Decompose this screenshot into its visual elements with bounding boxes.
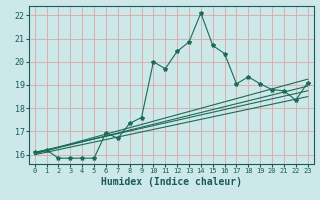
X-axis label: Humidex (Indice chaleur): Humidex (Indice chaleur) xyxy=(101,177,242,187)
